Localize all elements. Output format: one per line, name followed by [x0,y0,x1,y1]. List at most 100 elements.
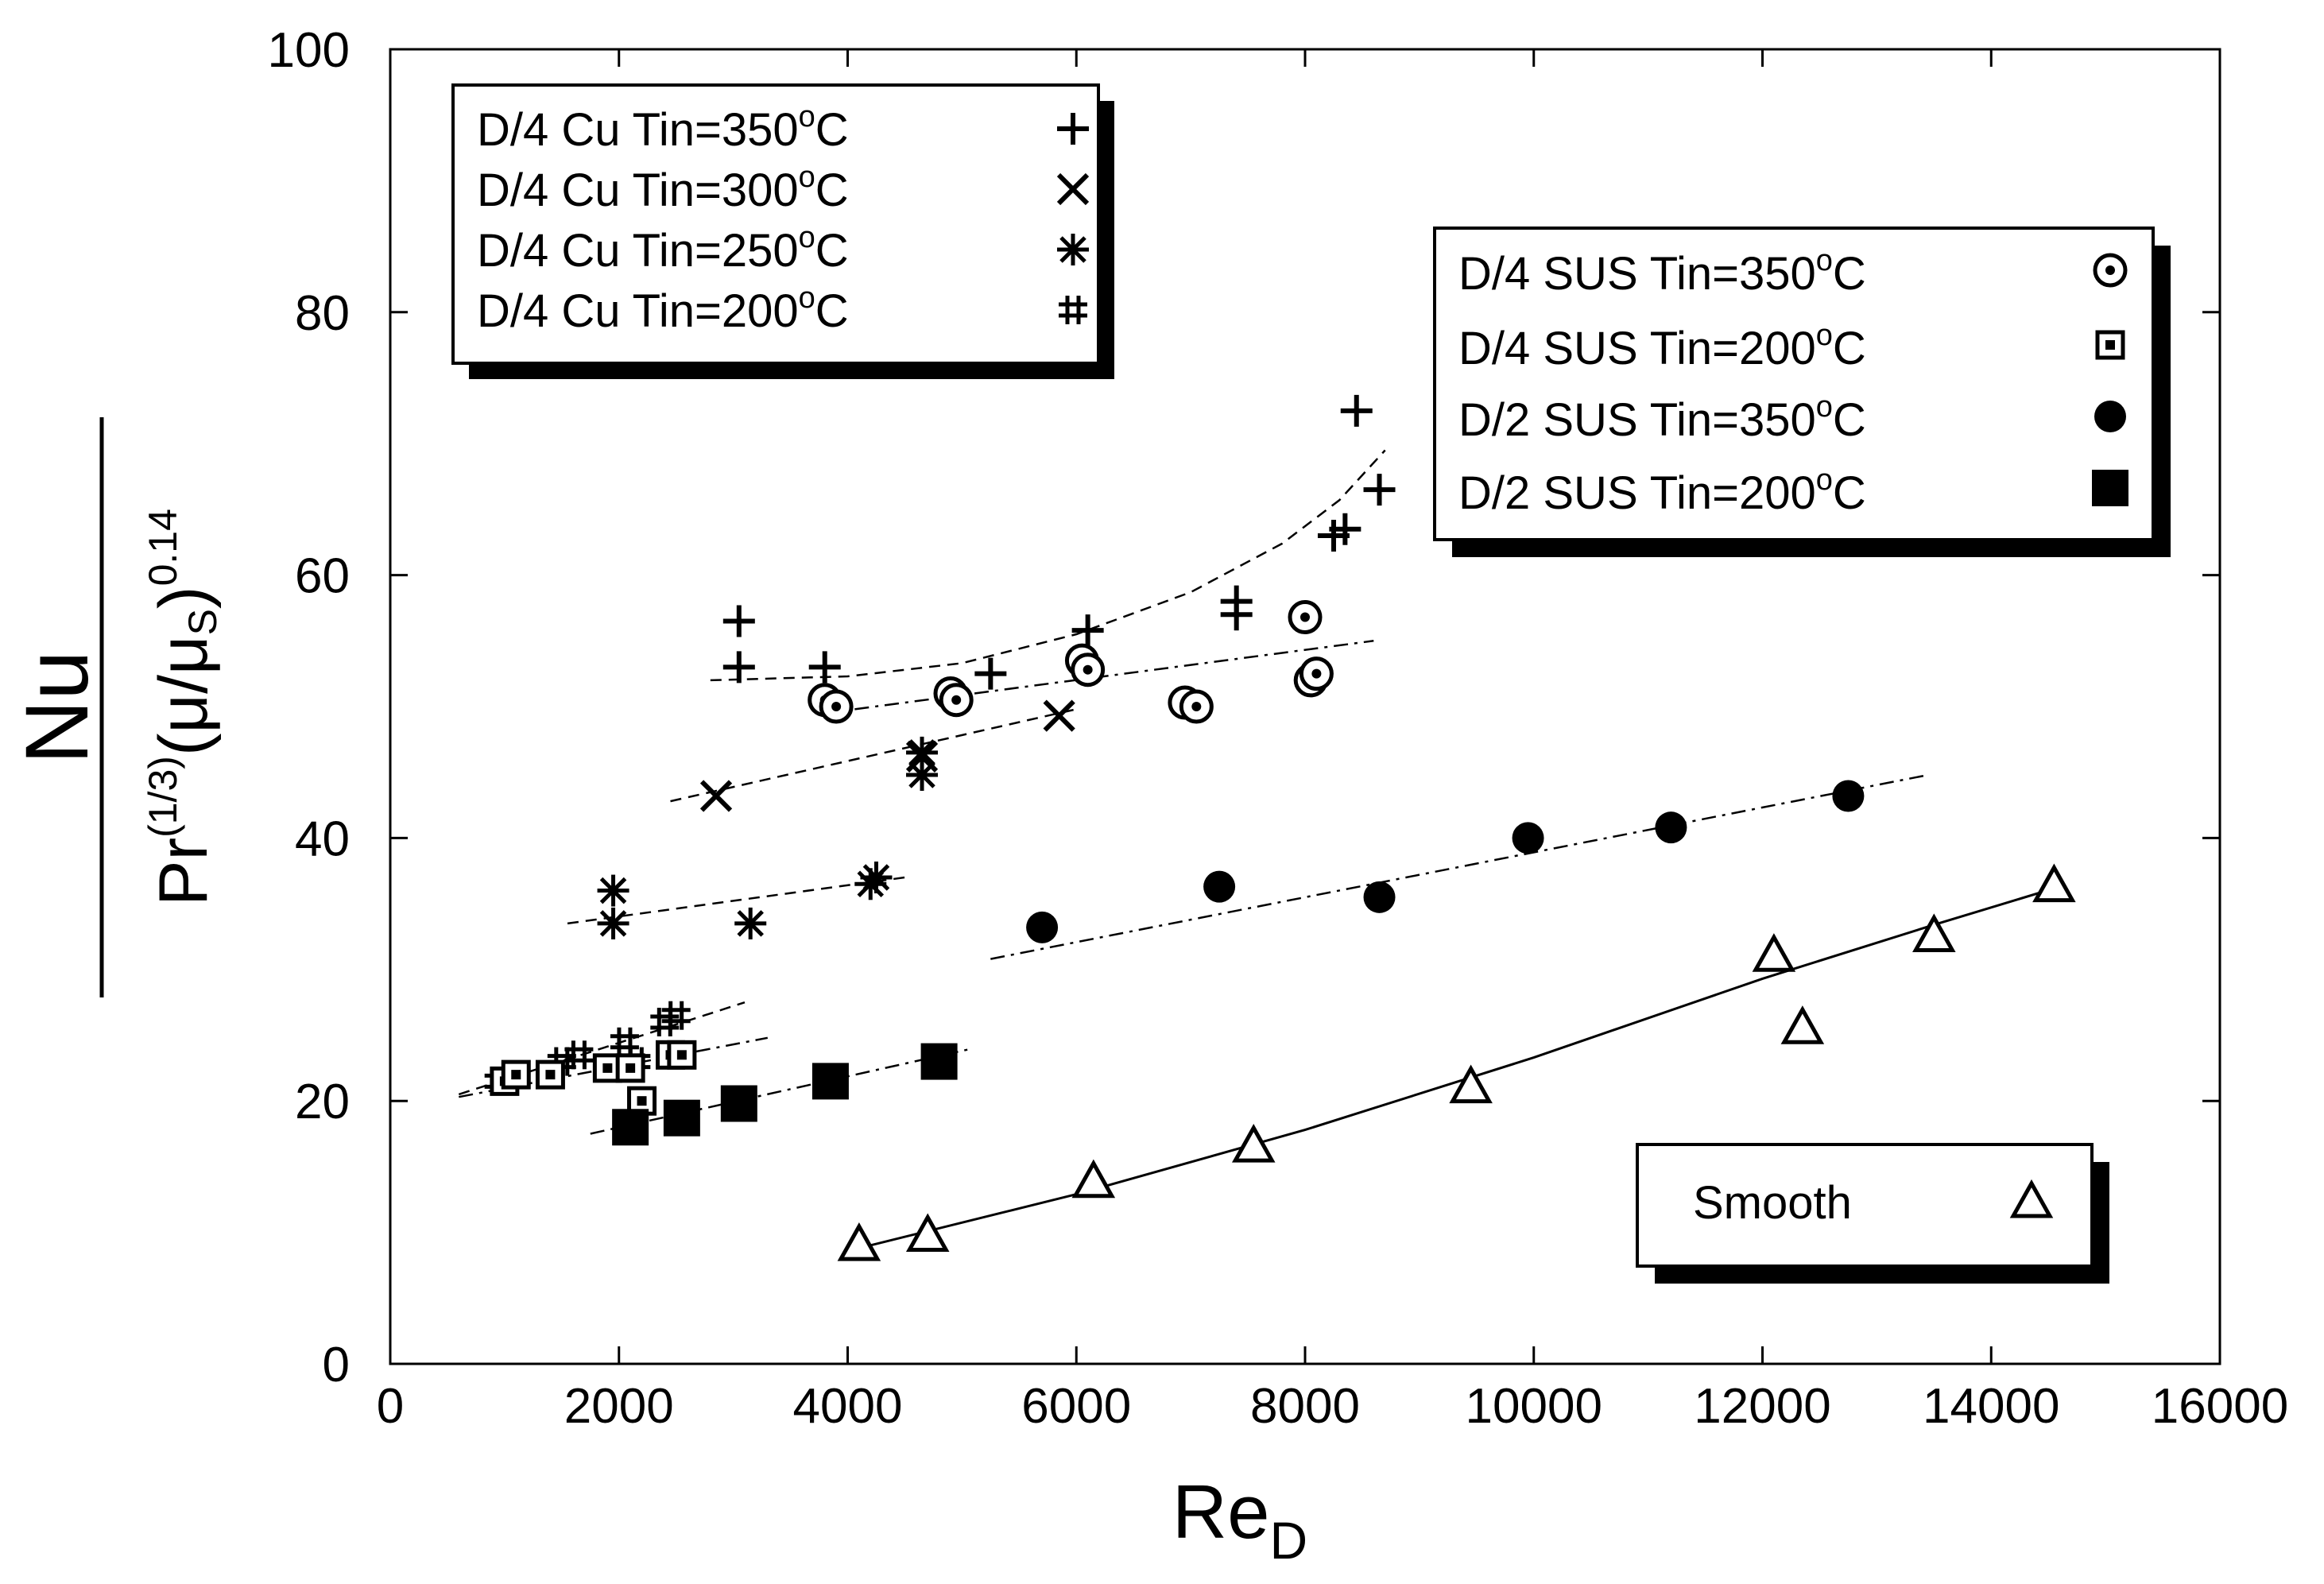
x-tick-label: 8000 [1250,1379,1360,1434]
legend-marker-square-dot [2095,330,2125,360]
legend-sus-entry-2: D/4 SUS Tin=200oC [1458,319,1866,374]
legend-sus: D/4 SUS Tin=350oC D/4 SUS Tin=200oC D/2 … [1433,227,2171,557]
legend-marker-asterisk [1057,234,1089,265]
data-point-filled-circle [1832,780,1865,812]
x-axis-label-sub: D [1270,1511,1308,1570]
fit-line-dash-dot [590,1047,974,1135]
fit-line-dash-dot [990,773,1929,960]
data-point-filled-square [663,1099,700,1137]
data-point-open-triangle [1071,1159,1116,1199]
legend-sus-entry-3: D/2 SUS Tin=350oC [1458,390,1866,446]
data-point-circle-dot [819,689,854,724]
data-point-open-triangle [837,1222,881,1261]
legend-smooth: Smooth [1636,1143,2109,1284]
data-point-square-dot [615,1053,645,1083]
data-point-open-triangle [1752,933,1796,972]
data-point-square-dot [501,1059,531,1090]
legend-marker-plus [1057,113,1089,145]
data-point-asterisk [734,907,767,939]
data-point-filled-square [720,1085,757,1122]
y-tick-label: 100 [268,23,350,78]
data-point-plus [1329,513,1361,545]
x-tick-label: 6000 [1021,1379,1131,1434]
data-point-open-triangle [905,1213,950,1253]
data-point-filled-square [920,1043,958,1080]
data-point-plus [1220,585,1253,618]
y-tick-labels: 0 20 40 60 80 100 [268,23,350,1392]
legend-sus-entry-1: D/4 SUS Tin=350oC [1458,244,1866,300]
data-point-cross [1043,699,1075,732]
x-tick-labels: 0 2000 4000 6000 8000 10000 12000 14000 16000 [377,1379,2288,1434]
data-point-circle-dot [1288,600,1323,635]
fit-line-dashed [670,708,1077,803]
data-point-filled-circle [1026,911,1059,943]
x-tick-label: 10000 [1466,1379,1602,1434]
legend-marker-open-triangle [2009,1179,2054,1218]
data-point-open-triangle [1912,913,1956,952]
data-point-open-triangle [1449,1064,1493,1104]
legend-marker-filled-square [2092,470,2128,506]
data-point-asterisk [906,736,939,769]
legend-cu-entry-2: D/4 Cu Tin=300oC [477,161,849,216]
data-point-plus [1363,474,1396,506]
legend-sus-entry-4: D/2 SUS Tin=200oC [1458,463,1866,519]
legend-sus-box [1433,227,2155,541]
data-point-filled-circle [1655,811,1687,844]
data-point-asterisk [597,907,629,939]
data-point-plus [1071,614,1104,647]
y-tick-label: 60 [295,549,350,604]
data-point-circle-dot [1179,689,1214,724]
data-point-plus [808,651,841,684]
legend-cu-entry-1: D/4 Cu Tin=350oC [477,100,849,156]
data-point-hash [661,1001,691,1030]
data-point-plus [722,651,755,684]
y-tick-label: 80 [295,286,350,341]
data-point-open-triangle [2032,863,2076,903]
data-point-filled-circle [1512,822,1544,854]
legend-cu-entry-4: D/4 Cu Tin=200oC [477,281,849,337]
data-point-circle-dot [1299,656,1334,691]
y-tick-label: 20 [295,1075,350,1129]
data-point-plus [974,657,1007,690]
y-tick-label: 40 [295,811,350,866]
data-points [484,394,2076,1261]
data-point-filled-square [612,1109,649,1146]
x-axis-label-main: Re [1172,1470,1270,1555]
x-tick-label: 14000 [1923,1379,2059,1434]
legend-marker-hash [1059,296,1087,324]
data-point-open-triangle [1780,1005,1825,1044]
data-point-filled-circle [1363,881,1396,913]
data-point-circle-dot [1071,653,1106,687]
legend-cu-entry-3: D/4 Cu Tin=250oC [477,221,849,277]
axis-ticks [389,48,2221,1365]
data-point-filled-square [811,1063,849,1100]
x-tick-label: 16000 [2152,1379,2288,1434]
data-point-circle-dot [939,683,974,718]
x-tick-label: 12000 [1694,1379,1830,1434]
data-point-asterisk [597,874,629,907]
legend-smooth-entry-1: Smooth [1693,1177,1852,1229]
legend-cu-box [451,83,1100,365]
data-point-square-dot [535,1059,565,1090]
x-tick-label: 0 [377,1379,404,1434]
fit-line-dashed [710,449,1386,682]
legend-marker-cross [1056,172,1090,206]
x-tick-label: 2000 [564,1379,674,1434]
data-point-asterisk [860,862,893,894]
legend-marker-circle-dot [2093,253,2128,288]
x-axis-label: ReD [1172,1470,1307,1570]
y-tick-label: 0 [323,1338,350,1392]
legend-smooth-box [1636,1143,2094,1268]
data-point-open-triangle [1231,1123,1276,1163]
data-point-filled-circle [1203,870,1236,903]
fit-line-dashed [458,1001,746,1096]
y-axis-label: Nu Pr(1/3)(μ/μS)0.14 [7,417,225,997]
data-point-hash [564,1040,594,1070]
data-point-plus [1340,394,1373,427]
data-point-cross [699,780,733,812]
data-point-plus [722,605,755,637]
x-tick-label: 4000 [793,1379,903,1434]
legend-cu: D/4 Cu Tin=350oC D/4 Cu Tin=300oC D/4 Cu… [451,83,1114,379]
data-point-square-dot [667,1040,697,1070]
